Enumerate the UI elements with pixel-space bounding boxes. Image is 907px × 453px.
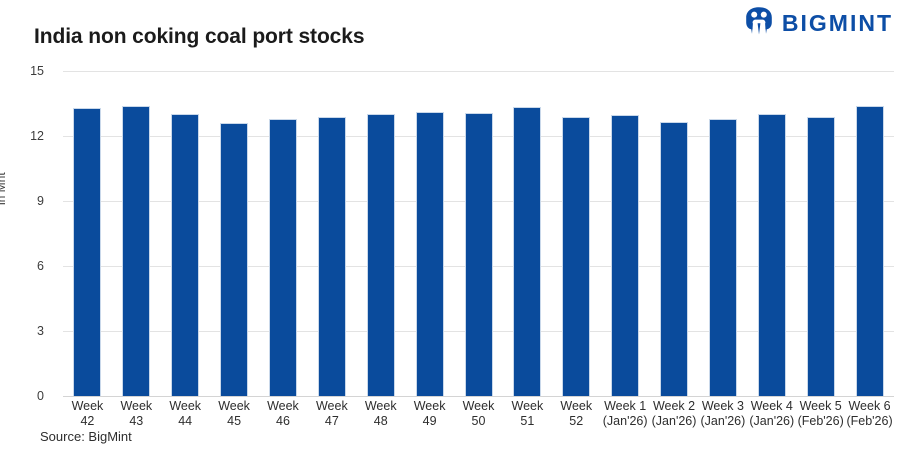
bigmint-logo: BIGMINT bbox=[743, 6, 893, 41]
x-tick-label: Week 51 bbox=[503, 399, 552, 429]
y-axis-tick-labels: 0 3 6 9 12 15 bbox=[0, 64, 52, 403]
x-tick-label: Week 46 bbox=[259, 399, 308, 429]
bar[interactable] bbox=[73, 107, 102, 396]
x-tick-label: Week 50 bbox=[454, 399, 503, 429]
x-tick-label-line2: (Jan'26) bbox=[749, 414, 795, 428]
bar[interactable] bbox=[268, 118, 297, 396]
x-axis-tick-labels: Week 42 Week 43 Week 44 Week 45 Week 46 Week … bbox=[63, 399, 894, 441]
bigmint-wordmark: BIGMINT bbox=[781, 10, 893, 36]
y-axis-title: in Mnt bbox=[0, 172, 8, 205]
x-tick-label: Week 5 (Feb'26) bbox=[796, 399, 845, 429]
x-tick-label: Week 42 bbox=[63, 399, 112, 429]
source-note: Source: BigMint bbox=[40, 429, 132, 444]
bar[interactable] bbox=[220, 123, 249, 396]
bar[interactable] bbox=[317, 116, 346, 396]
bar[interactable] bbox=[660, 121, 689, 396]
bar[interactable] bbox=[855, 105, 884, 396]
page-title: India non coking coal port stocks bbox=[34, 25, 365, 48]
x-tick-label: Week 2 (Jan'26) bbox=[650, 399, 699, 429]
x-tick-label-line1: Week 46 bbox=[267, 399, 299, 428]
x-tick-label: Week 45 bbox=[210, 399, 259, 429]
y-tick-label: 0 bbox=[37, 389, 44, 403]
bar[interactable] bbox=[757, 114, 786, 396]
x-tick-label-line1: Week 1 bbox=[604, 399, 647, 413]
x-tick-label: Week 52 bbox=[552, 399, 601, 429]
x-tick-label-line2: (Feb'26) bbox=[797, 414, 844, 428]
x-tick-label: Week 1 (Jan'26) bbox=[601, 399, 650, 429]
bar[interactable] bbox=[464, 113, 493, 396]
bar[interactable] bbox=[611, 115, 640, 396]
x-tick-label-line1: Week 51 bbox=[511, 399, 544, 428]
x-tick-label: Week 49 bbox=[405, 399, 454, 429]
x-tick-label-line1: Week 43 bbox=[120, 399, 153, 428]
bar[interactable] bbox=[122, 105, 151, 396]
x-tick-label-line1: Week 42 bbox=[71, 399, 104, 428]
x-tick-label-line1: Week 48 bbox=[364, 399, 397, 428]
gridline bbox=[63, 71, 894, 72]
x-tick-label-line2: (Jan'26) bbox=[602, 414, 648, 428]
bar[interactable] bbox=[806, 116, 835, 396]
x-tick-label-line1: Week 45 bbox=[218, 399, 250, 428]
x-tick-label-line1: Week 2 bbox=[652, 399, 696, 413]
y-tick-label: 12 bbox=[30, 129, 44, 143]
x-tick-label: Week 3 (Jan'26) bbox=[698, 399, 747, 429]
y-tick-label: 15 bbox=[30, 64, 44, 78]
x-tick-label: Week 47 bbox=[307, 399, 356, 429]
x-tick-label-line1: Week 50 bbox=[462, 399, 495, 428]
bar[interactable] bbox=[513, 106, 542, 396]
x-tick-label: Week 43 bbox=[112, 399, 161, 429]
bar[interactable] bbox=[562, 116, 591, 396]
x-tick-label-line1: Week 52 bbox=[560, 399, 593, 428]
x-tick-label-line1: Week 6 bbox=[848, 399, 891, 413]
y-tick-label: 9 bbox=[37, 194, 44, 208]
x-tick-label: Week 48 bbox=[356, 399, 405, 429]
bigmint-mascot-icon bbox=[743, 6, 775, 41]
x-tick-label-line1: Week 4 bbox=[750, 399, 793, 413]
x-tick-label-line1: Week 44 bbox=[169, 399, 202, 428]
x-tick-label-line1: Week 5 bbox=[799, 399, 842, 413]
y-tick-label: 3 bbox=[37, 324, 44, 338]
x-tick-label-line2: (Jan'26) bbox=[700, 414, 746, 428]
x-axis-baseline bbox=[63, 396, 894, 397]
bar[interactable] bbox=[415, 112, 444, 396]
x-tick-label: Week 4 (Jan'26) bbox=[747, 399, 796, 429]
bar[interactable] bbox=[171, 114, 200, 396]
x-tick-label-line2: (Feb'26) bbox=[846, 414, 893, 428]
plot-area bbox=[63, 71, 894, 397]
x-tick-label-line1: Week 3 bbox=[701, 399, 744, 413]
y-tick-label: 6 bbox=[37, 259, 44, 273]
bar[interactable] bbox=[708, 118, 737, 396]
x-tick-label-line2: (Jan'26) bbox=[651, 414, 697, 428]
bar[interactable] bbox=[366, 114, 395, 396]
x-tick-label-line1: Week 47 bbox=[315, 399, 348, 428]
x-tick-label: Week 44 bbox=[161, 399, 210, 429]
x-tick-label-line1: Week 49 bbox=[413, 399, 446, 428]
x-tick-label: Week 6 (Feb'26) bbox=[845, 399, 894, 429]
